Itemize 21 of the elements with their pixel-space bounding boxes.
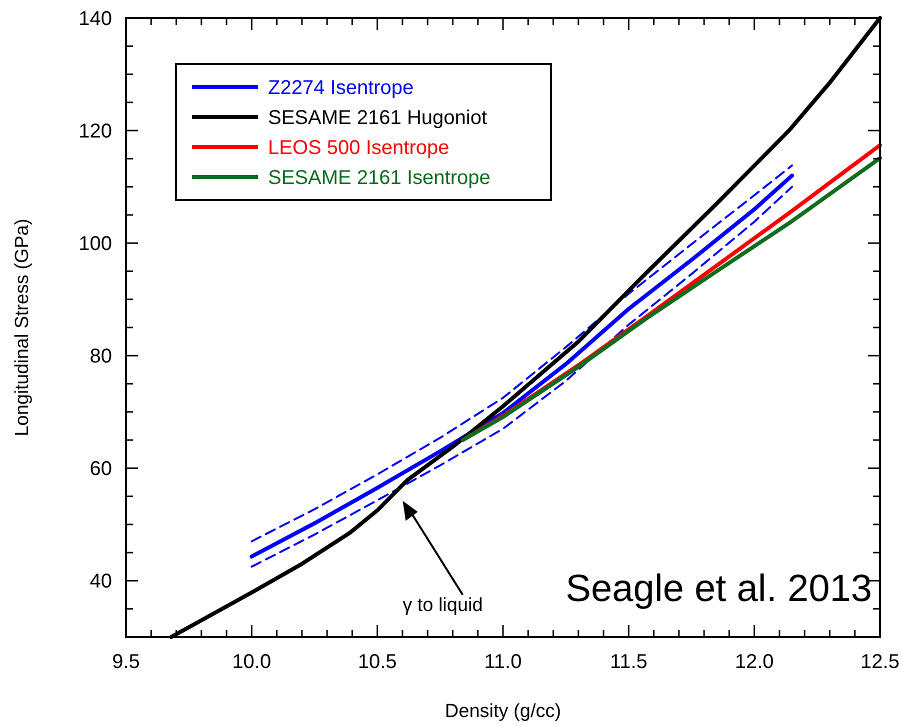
legend-label: LEOS 500 Isentrope — [268, 137, 450, 159]
y-tick-label: 140 — [78, 8, 112, 30]
legend-label: SESAME 2161 Hugoniot — [268, 107, 488, 129]
annotation: Seagle et al. 2013 — [566, 568, 872, 610]
x-tick-label: 11.0 — [484, 651, 522, 673]
x-tick-label: 11.5 — [610, 651, 648, 673]
y-tick-label: 100 — [78, 233, 112, 256]
x-tick-label: 12.5 — [860, 651, 900, 673]
y-tick-label: 60 — [90, 458, 112, 480]
x-tick-label: 10.0 — [232, 651, 272, 673]
x-tick-label: 9.5 — [112, 651, 140, 673]
x-tick-label: 10.5 — [358, 651, 397, 673]
y-tick-label: 80 — [90, 346, 112, 368]
legend-label: SESAME 2161 Isentrope — [268, 167, 490, 189]
x-tick-label: 12.0 — [734, 651, 774, 673]
legend-label: Z2274 Isentrope — [268, 77, 414, 99]
x-axis-title: Density (g/cc) — [444, 701, 562, 722]
y-tick-label: 40 — [90, 570, 112, 593]
annotation: γ to liquid — [402, 594, 483, 616]
y-axis-title: Longitudinal Stress (GPa) — [12, 218, 33, 436]
y-tick-label: 120 — [78, 120, 112, 143]
